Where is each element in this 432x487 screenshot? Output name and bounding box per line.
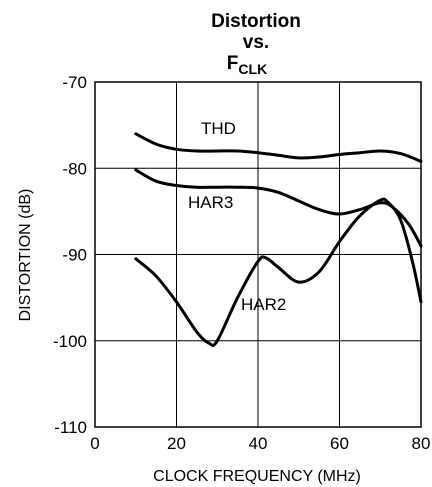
chart-title-fclk-main: F	[227, 53, 239, 74]
x-tick-label: 80	[412, 434, 431, 453]
y-tick-label: -100	[53, 332, 87, 351]
series-layer	[134, 132, 423, 347]
x-tick-labels: 0 20 40 60 80	[90, 434, 430, 453]
series-label-har2: HAR2	[241, 295, 286, 314]
y-axis-label: DISTORTION (dB)	[17, 189, 34, 322]
x-tick-label: 60	[330, 434, 349, 453]
y-tick-label: -80	[62, 159, 87, 178]
x-tick-label: 20	[167, 434, 186, 453]
y-tick-labels: -70 -80 -90 -100 -110	[53, 73, 87, 437]
chart-title-line2: vs.	[243, 32, 269, 53]
series-line-thd	[134, 132, 423, 163]
series-label-har3: HAR3	[188, 193, 233, 212]
series-label-thd: THD	[201, 119, 236, 138]
chart-title-line3: FCLK	[227, 53, 267, 77]
x-tick-label: 40	[249, 434, 268, 453]
x-axis-label: CLOCK FREQUENCY (MHz)	[153, 468, 361, 485]
y-tick-label: -110	[54, 418, 87, 437]
y-tick-label: -90	[62, 246, 87, 265]
plot-frame	[94, 81, 422, 428]
x-tick-label: 0	[90, 434, 99, 453]
series-line-har3	[134, 168, 423, 248]
series-line-har2	[134, 197, 423, 347]
y-tick-label: -70	[62, 73, 87, 92]
chart-title-line1: Distortion	[211, 11, 301, 32]
grid-lines	[95, 82, 421, 427]
chart-title-fclk-sub: CLK	[238, 61, 267, 77]
